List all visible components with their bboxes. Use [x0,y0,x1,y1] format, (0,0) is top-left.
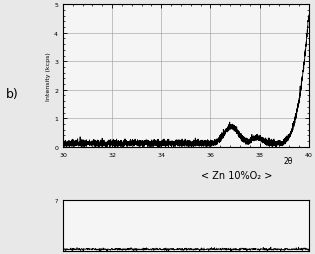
Text: 2θ: 2θ [284,156,293,165]
Text: < Zn 10%O₂ >: < Zn 10%O₂ > [201,170,272,180]
Text: b): b) [6,88,19,100]
Y-axis label: Intensity (kcps): Intensity (kcps) [46,52,51,101]
